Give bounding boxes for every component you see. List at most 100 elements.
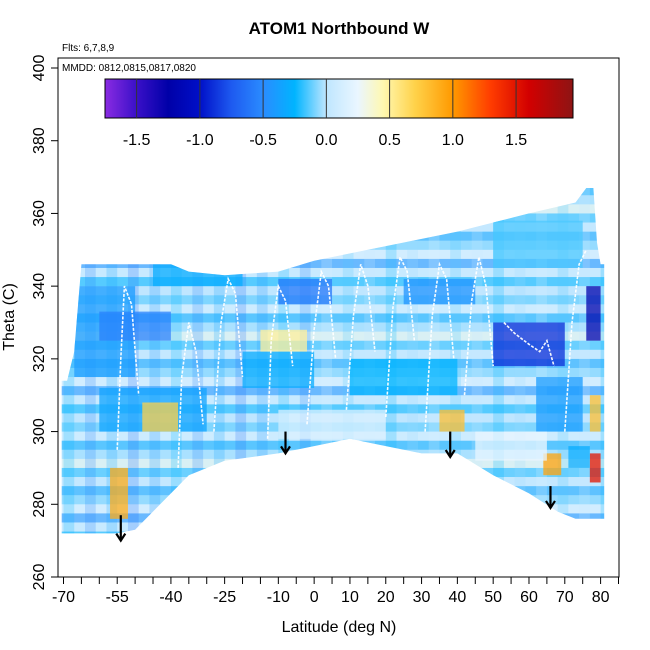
anomaly-regions (74, 213, 601, 519)
x-tick-label-7: 20 (377, 589, 395, 606)
anomaly-region-20 (568, 446, 590, 468)
latitude-band (579, 188, 590, 534)
flight-profile-5 (345, 264, 376, 410)
latitude-band (342, 188, 354, 534)
colorbar-tick-label-0: -1.5 (123, 132, 151, 149)
flights-annotation: Flts: 6,7,8,9 (62, 43, 115, 54)
x-axis-title: Latitude (deg N) (282, 619, 397, 636)
altitude-stripe (61, 322, 605, 332)
altitude-stripe (61, 267, 605, 278)
flight-profile-2 (213, 276, 244, 432)
altitude-stripe (61, 395, 605, 405)
y-axis: 260 280 300 320 340 360 380 400 (31, 55, 58, 591)
flight-profile-1 (177, 322, 204, 468)
latitude-band (600, 188, 605, 534)
altitude-stripe (61, 277, 605, 287)
altitude-stripe (61, 349, 605, 359)
x-tick-label-5: 0 (310, 589, 319, 606)
x-tick-label-1: -55 (106, 589, 129, 606)
altitude-stripe (61, 367, 605, 378)
anomaly-region-11 (493, 220, 583, 268)
anomaly-region-18 (589, 395, 601, 432)
latitude-band (471, 188, 483, 534)
x-tick-label-10: 50 (484, 589, 502, 606)
arrow-marker-0 (115, 515, 127, 543)
colorbar-tick-label-6: 1.5 (505, 132, 527, 149)
altitude-stripe (61, 313, 605, 323)
dates-annotation: MMDD: 0812,0815,0817,0820 (62, 63, 196, 74)
latitude-band (170, 188, 182, 534)
altitude-stripe (61, 331, 605, 341)
altitude-stripe (61, 295, 605, 305)
altitude-stripe (61, 404, 605, 414)
anomaly-region-4 (403, 278, 476, 305)
altitude-stripe (61, 286, 605, 296)
colorbar-labels: -1.5 -1.0 -0.5 0.0 0.5 1.0 1.5 (123, 132, 527, 149)
x-tick-label-12: 70 (556, 589, 574, 606)
altitude-stripe (61, 340, 605, 350)
y-tick-label-6: 380 (31, 127, 48, 154)
flight-profile-4 (306, 268, 337, 425)
colorbar: -1.5 -1.0 -0.5 0.0 0.5 1.0 1.5 (104, 78, 574, 149)
x-tick-label-6: 10 (341, 589, 359, 606)
anomaly-region-8 (242, 351, 315, 388)
coverage-area (61, 188, 605, 534)
latitude-band (213, 188, 225, 534)
flight-profile-3 (266, 283, 294, 439)
colorbar-tick-label-5: 1.0 (442, 132, 464, 149)
y-tick-label-5: 360 (31, 200, 48, 227)
x-tick-label-11: 60 (520, 589, 538, 606)
flight-profile-10 (564, 249, 588, 432)
latitude-band (192, 188, 204, 534)
anomaly-region-3 (278, 278, 333, 305)
anomaly-region-17 (589, 453, 601, 483)
y-tick-label-3: 320 (31, 345, 48, 372)
altitude-stripe (61, 258, 605, 268)
colorbar-tick-label-1: -1.0 (186, 132, 214, 149)
latitude-band (321, 188, 333, 534)
y-tick-label-1: 280 (31, 491, 48, 518)
colorbar-dividers (136, 79, 517, 118)
x-tick-label-8: 30 (413, 589, 431, 606)
x-tick-label-2: -40 (159, 589, 182, 606)
colorbar-tick-label-4: 0.5 (378, 132, 400, 149)
latitude-band (149, 188, 161, 534)
flight-profile-0 (116, 285, 140, 450)
anomaly-region-21 (278, 409, 386, 439)
x-tick-label-0: -70 (52, 589, 75, 606)
x-tick-label-3: -25 (213, 589, 236, 606)
arrow-marker-2 (444, 431, 456, 460)
anomaly-region-6 (536, 377, 583, 432)
y-tick-label-4: 340 (31, 273, 48, 300)
flight-profile-8 (463, 256, 494, 396)
anomaly-region-19 (586, 286, 601, 341)
colorbar-gradient (104, 78, 574, 119)
altitude-stripe (61, 304, 605, 314)
flight-profile-9 (503, 321, 555, 367)
altitude-stripe (61, 377, 605, 387)
colorbar-tick-label-3: 0.0 (315, 132, 337, 149)
anomaly-region-22 (475, 431, 547, 461)
anomaly-region-1 (99, 311, 171, 341)
y-axis-title: Theta (C) (1, 283, 18, 351)
anomaly-region-15 (110, 467, 128, 519)
flight-profiles (116, 249, 588, 468)
y-tick-label-2: 300 (31, 418, 48, 445)
y-tick-label-0: 260 (31, 564, 48, 591)
x-tick-label-9: 40 (448, 589, 466, 606)
anomaly-region-16 (543, 453, 562, 476)
arrow-marker-1 (280, 431, 291, 456)
anomaly-region-14 (439, 409, 465, 432)
flight-profile-6 (385, 254, 416, 418)
anomaly-region-9 (349, 358, 458, 396)
anomaly-region-12 (260, 329, 307, 352)
altitude-stripe (61, 358, 605, 368)
x-tick-label-4: -10 (267, 589, 290, 606)
latitude-band (235, 188, 247, 534)
chart-title: ATOM1 Northbound W (249, 19, 431, 38)
anomaly-region-13 (142, 402, 179, 432)
flight-profile-7 (424, 261, 455, 432)
y-tick-label-7: 400 (31, 55, 48, 82)
altitude-stripe (61, 386, 605, 396)
